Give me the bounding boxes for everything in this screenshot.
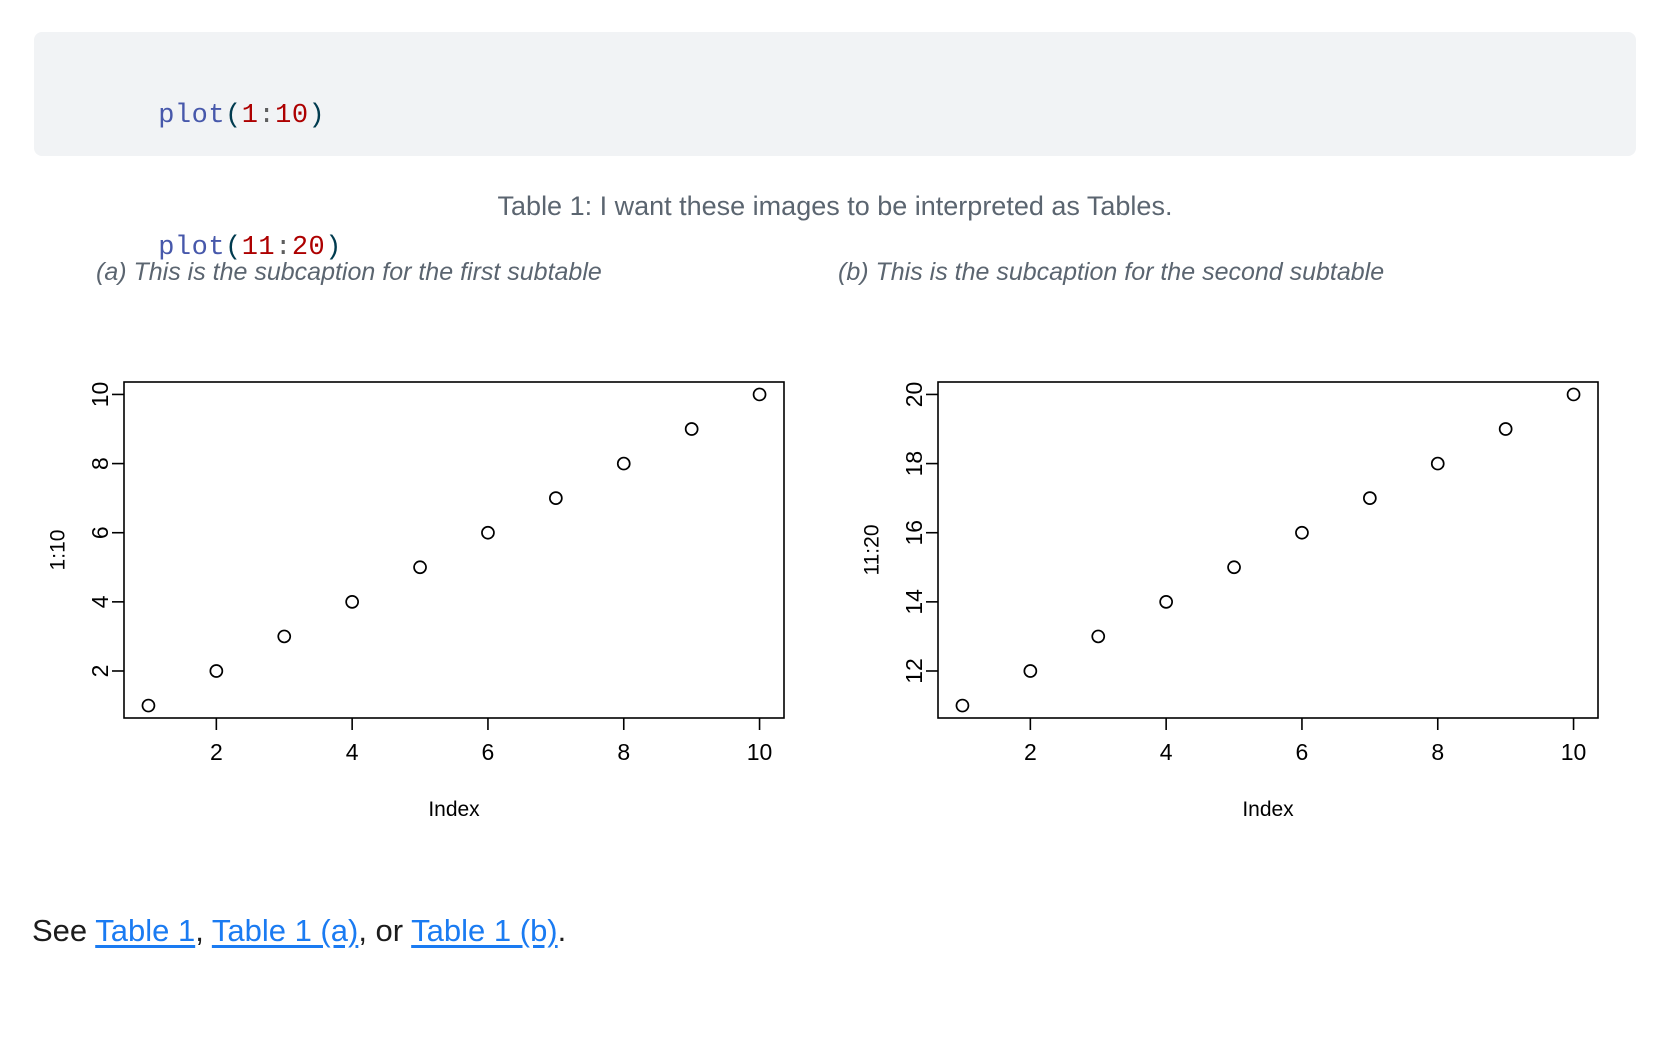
data-point — [413, 560, 427, 575]
data-point — [209, 664, 224, 678]
data-point — [1091, 629, 1106, 644]
data-point — [141, 698, 156, 713]
data-point — [345, 595, 359, 609]
data-point — [1295, 525, 1309, 540]
x-tick-label: 10 — [1561, 739, 1587, 765]
y-tick-label: 12 — [901, 658, 927, 684]
see-suffix: . — [557, 913, 567, 948]
data-point — [481, 525, 495, 540]
subcaption-a: (a) This is the subcaption for the first… — [96, 258, 602, 286]
y-tick-label: 6 — [87, 526, 113, 539]
y-axis-label: 11:20 — [861, 525, 884, 576]
plot-frame — [123, 381, 785, 719]
data-point — [277, 629, 292, 644]
x-axis-label: Index — [428, 798, 480, 821]
y-tick-label: 2 — [87, 665, 113, 678]
y-tick-label: 16 — [901, 520, 927, 546]
data-point — [684, 422, 699, 436]
x-tick-label: 4 — [346, 739, 359, 765]
subcaption-b: (b) This is the subcaption for the secon… — [838, 258, 1385, 286]
x-tick-label: 10 — [747, 739, 773, 765]
code-number-left: 1 — [241, 101, 259, 131]
y-tick-label: 20 — [901, 382, 927, 408]
code-function-name: plot — [158, 101, 226, 131]
cross-reference-paragraph: See Table 1, Table 1 (a), or Table 1 (b)… — [32, 908, 566, 954]
code-function-name: plot — [158, 233, 226, 263]
code-number-right: 10 — [275, 101, 309, 131]
plot-frame — [937, 381, 1599, 719]
y-axis-label: 1:10 — [47, 530, 70, 571]
data-point — [955, 698, 970, 713]
y-tick-label: 18 — [901, 451, 927, 477]
data-point — [1498, 422, 1513, 436]
code-open-paren: ( — [225, 101, 242, 131]
scatter-plot-a: 2 4 6 8 10 2 4 6 8 10 Index 1:10 — [47, 381, 785, 821]
y-tick-label: 4 — [87, 595, 113, 608]
y-tick-label: 14 — [901, 589, 927, 615]
code-colon-operator: : — [258, 101, 276, 131]
code-close-paren: ) — [308, 101, 326, 131]
scatter-plot-b: 12 14 16 18 20 2 4 6 8 10 Index 11:20 — [861, 381, 1599, 821]
data-point — [1227, 560, 1241, 575]
code-colon-operator: : — [275, 233, 292, 263]
code-open-paren: ( — [225, 233, 242, 263]
see-prefix: See — [32, 913, 96, 948]
link-table-1-a[interactable]: Table 1 (a) — [211, 913, 359, 948]
data-point — [1159, 595, 1173, 609]
data-point — [1023, 664, 1038, 678]
table-caption: Table 1: I want these images to be inter… — [497, 191, 1173, 221]
link-table-1-b[interactable]: Table 1 (b) — [411, 913, 558, 948]
see-separator-1: , — [195, 913, 212, 948]
y-tick-label: 10 — [87, 382, 113, 408]
x-axis-label: Index — [1242, 798, 1294, 821]
data-point — [1566, 387, 1581, 402]
code-number-right: 20 — [291, 233, 326, 263]
x-tick-label: 8 — [1431, 739, 1444, 765]
subtable-b-figure: 12 14 16 18 20 2 4 6 8 10 Index 11:20 — [838, 360, 1608, 860]
x-tick-label: 8 — [617, 739, 630, 765]
x-tick-label: 2 — [1024, 739, 1037, 765]
x-tick-label: 6 — [1296, 739, 1309, 765]
data-point — [1430, 456, 1445, 471]
code-close-paren: ) — [325, 233, 342, 263]
code-block: plot(1:10) plot(11:20) — [34, 32, 1636, 263]
data-point — [616, 456, 631, 471]
x-tick-label: 4 — [1160, 739, 1173, 765]
see-separator-2: , or — [358, 913, 412, 948]
subtable-a-figure: 2 4 6 8 10 2 4 6 8 10 Index 1:10 — [24, 360, 794, 860]
y-tick-label: 8 — [87, 457, 113, 470]
x-tick-label: 6 — [482, 739, 495, 765]
code-line-2: plot(11:20) — [58, 182, 1612, 314]
link-table-1[interactable]: Table 1 — [95, 913, 196, 948]
code-line-1: plot(1:10) — [58, 50, 1612, 182]
code-number-left: 11 — [241, 233, 276, 263]
x-tick-label: 2 — [210, 739, 223, 765]
data-point — [752, 387, 767, 402]
data-point — [549, 491, 563, 505]
data-point — [1363, 491, 1377, 505]
